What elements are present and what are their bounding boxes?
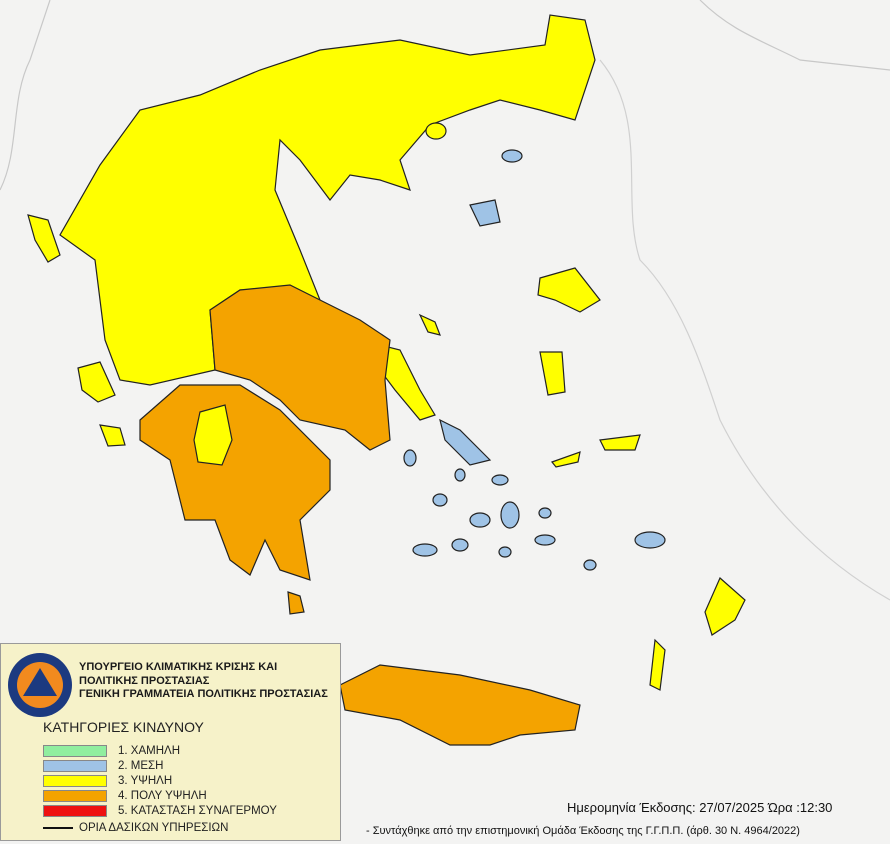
legend-label: ΟΡΙΑ ΔΑΣΙΚΩΝ ΥΠΗΡΕΣΙΩΝ [79, 822, 229, 834]
organization-name: ΥΠΟΥΡΓΕΙΟ ΚΛΙΜΑΤΙΚΗΣ ΚΡΙΣΗΣ ΚΑΙ ΠΟΛΙΤΙΚΗ… [79, 661, 328, 702]
legend-item-low: 1. ΧΑΜΗΛΗ [43, 744, 277, 758]
issue-date: Ημερομηνία Έκδοσης: 27/07/2025 Ώρα :12:3… [567, 800, 833, 815]
legend-panel: ΥΠΟΥΡΓΕΙΟ ΚΛΙΜΑΤΙΚΗΣ ΚΡΙΣΗΣ ΚΑΙ ΠΟΛΙΤΙΚΗ… [0, 643, 341, 841]
region-central-orange [139, 284, 581, 746]
swatch [43, 790, 107, 802]
authorship-note: - Συντάχθηκε από την επιστημονική Ομάδα … [366, 825, 800, 837]
swatch [43, 805, 107, 817]
legend-label: 5. ΚΑΤΑΣΤΑΣΗ ΣΥΝΑΓΕΡΜΟΥ [118, 805, 277, 817]
legend-item-high: 3. ΥΨΗΛΗ [43, 774, 277, 788]
org-line: ΥΠΟΥΡΓΕΙΟ ΚΛΙΜΑΤΙΚΗΣ ΚΡΙΣΗΣ ΚΑΙ [79, 661, 278, 673]
legend-label: 3. ΥΨΗΛΗ [118, 775, 173, 787]
legend-item-medium: 2. ΜΕΣΗ [43, 759, 277, 773]
org-line: ΠΟΛΙΤΙΚΗΣ ΠΡΟΣΤΑΣΙΑΣ [79, 674, 210, 687]
region-islands-blue [403, 149, 666, 571]
region-north-yellow [27, 14, 746, 691]
border-line-symbol [43, 827, 73, 829]
swatch [43, 775, 107, 787]
civil-protection-logo [8, 653, 72, 717]
swatch [43, 760, 107, 772]
legend-label: 4. ΠΟΛΥ ΥΨΗΛΗ [118, 790, 207, 802]
legend-label: 2. ΜΕΣΗ [118, 760, 164, 772]
legend-title: ΚΑΤΗΓΟΡΙΕΣ ΚΙΝΔΥΝΟΥ [43, 719, 204, 735]
legend-item-alert: 5. ΚΑΤΑΣΤΑΣΗ ΣΥΝΑΓΕΡΜΟΥ [43, 804, 277, 818]
neighbor-borders [0, 0, 890, 601]
legend-item-very-high: 4. ΠΟΛΥ ΥΨΗΛΗ [43, 789, 277, 803]
legend-label: 1. ΧΑΜΗΛΗ [118, 745, 180, 757]
swatch [43, 745, 107, 757]
org-line: ΓΕΝΙΚΗ ΓΡΑΜΜΑΤΕΙΑ ΠΟΛΙΤΙΚΗΣ ΠΡΟΣΤΑΣΙΑΣ [79, 688, 328, 700]
legend-item-borders: ΟΡΙΑ ΔΑΣΙΚΩΝ ΥΠΗΡΕΣΙΩΝ [43, 822, 228, 834]
